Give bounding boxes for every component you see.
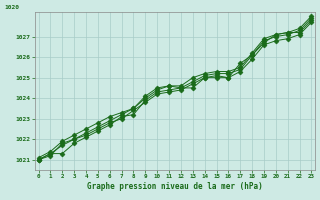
X-axis label: Graphe pression niveau de la mer (hPa): Graphe pression niveau de la mer (hPa) — [87, 182, 263, 191]
Text: 1020: 1020 — [4, 5, 19, 10]
